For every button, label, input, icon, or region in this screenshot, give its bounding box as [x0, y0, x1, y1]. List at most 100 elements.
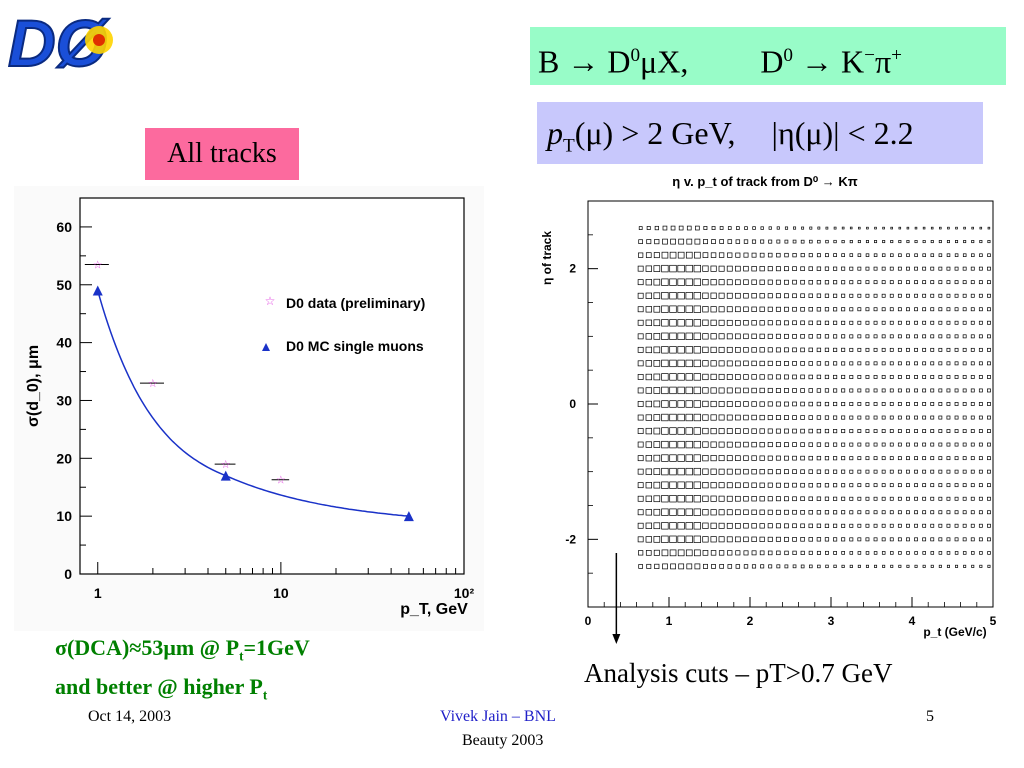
heatmap-cell — [873, 361, 878, 366]
heatmap-cell — [865, 320, 870, 325]
heatmap-cell — [776, 239, 781, 244]
heatmap-cell — [833, 537, 838, 542]
legend-star-marker: ☆ — [265, 294, 276, 308]
heatmap-cell — [800, 347, 805, 353]
heatmap-cell — [970, 402, 975, 406]
heatmap-cell — [792, 347, 797, 353]
heatmap-cell — [702, 333, 709, 340]
heatmap-cell — [661, 346, 669, 354]
heatmap-cell — [914, 375, 918, 379]
heatmap-cell — [946, 523, 951, 528]
heatmap-cell — [726, 292, 733, 299]
heatmap-cell — [970, 293, 975, 298]
heatmap-cell — [970, 442, 975, 447]
heatmap-cell — [767, 455, 773, 461]
heatmap-cell — [654, 225, 659, 231]
mc-point — [403, 511, 414, 522]
heatmap-cell — [841, 361, 846, 366]
heatmap-cell — [865, 280, 870, 285]
heatmap-cell — [987, 361, 991, 366]
heatmap-cell — [898, 564, 902, 568]
heatmap-cell — [685, 292, 693, 300]
y-tick-label: 60 — [56, 219, 72, 235]
heatmap-cell — [987, 415, 991, 420]
heatmap-cell — [873, 415, 878, 420]
heatmap-cell — [685, 305, 693, 313]
y-tick-label: 50 — [56, 277, 72, 293]
heatmap-cell — [767, 306, 773, 312]
heatmap-cell — [865, 347, 870, 352]
heatmap-cell — [743, 564, 749, 569]
heatmap-cell — [662, 225, 668, 231]
heatmap-cell — [808, 510, 813, 515]
heatmap-cell — [661, 508, 669, 516]
heatmap-cell — [987, 429, 991, 433]
heatmap-cell — [816, 334, 822, 339]
footer-date: Oct 14, 2003 — [88, 708, 172, 725]
heatmap-cell — [833, 415, 838, 420]
heatmap-cell — [768, 239, 773, 244]
heatmap-cell — [946, 429, 951, 433]
heatmap-cell — [841, 402, 846, 407]
heatmap-cell — [930, 456, 935, 461]
heatmap-cell — [906, 361, 910, 366]
heatmap-cell — [906, 226, 910, 230]
heatmap-cell — [645, 387, 652, 394]
heatmap-cell — [906, 564, 910, 568]
heatmap-cell — [653, 454, 661, 462]
heatmap-cell — [841, 334, 846, 339]
heatmap-cell — [751, 360, 757, 367]
heatmap-cell — [954, 537, 959, 542]
heatmap-cell — [978, 375, 983, 379]
heatmap-cell — [702, 387, 709, 394]
heatmap-cell — [978, 429, 983, 433]
heatmap-cell — [808, 347, 813, 353]
heatmap-cell — [824, 361, 830, 366]
heatmap-cell — [693, 264, 701, 273]
heatmap-cell — [677, 264, 685, 273]
heatmap-cell — [735, 482, 741, 489]
y-tick-label: 2 — [569, 262, 576, 276]
heatmap-cell — [743, 347, 749, 353]
heatmap-cell — [970, 523, 975, 528]
heatmap-cell — [906, 523, 910, 528]
heatmap-cell — [693, 467, 701, 476]
heatmap-cell — [661, 467, 669, 476]
heatmap-cell — [978, 523, 983, 528]
heatmap-cell — [685, 481, 693, 489]
heatmap-cell — [726, 495, 733, 502]
right-title: η v. p_t of track from D⁰ → Kπ — [672, 174, 857, 189]
heatmap-cell — [954, 253, 959, 257]
heatmap-cell — [677, 400, 685, 408]
heatmap-cell — [881, 388, 886, 393]
heatmap-cell — [727, 550, 733, 556]
heatmap-cell — [735, 239, 741, 244]
heatmap-cell — [914, 429, 918, 433]
heatmap-cell — [962, 361, 967, 366]
heatmap-cell — [767, 469, 773, 475]
heatmap-cell — [930, 429, 935, 433]
heatmap-cell — [685, 522, 693, 530]
heatmap-cell — [979, 253, 983, 257]
heatmap-cell — [881, 307, 886, 312]
heatmap-cell — [718, 401, 725, 407]
heatmap-cell — [711, 564, 716, 569]
heatmap-cell — [979, 564, 983, 568]
heatmap-cell — [816, 388, 822, 393]
heatmap-cell — [727, 239, 733, 244]
heatmap-cell — [873, 469, 878, 474]
heatmap-cell — [849, 415, 854, 420]
heatmap-cell — [824, 388, 830, 393]
heatmap-cell — [718, 373, 725, 380]
heatmap-cell — [718, 536, 725, 543]
heatmap-cell — [865, 564, 869, 568]
heatmap-cell — [743, 252, 749, 258]
heatmap-cell — [873, 320, 878, 325]
heatmap-cell — [677, 386, 685, 395]
heatmap-cell — [710, 414, 717, 421]
heatmap-cell — [970, 388, 975, 393]
heatmap-cell — [865, 307, 870, 312]
heatmap-cell — [661, 440, 669, 449]
heatmap-cell — [661, 251, 669, 259]
heatmap-cell — [662, 563, 668, 570]
